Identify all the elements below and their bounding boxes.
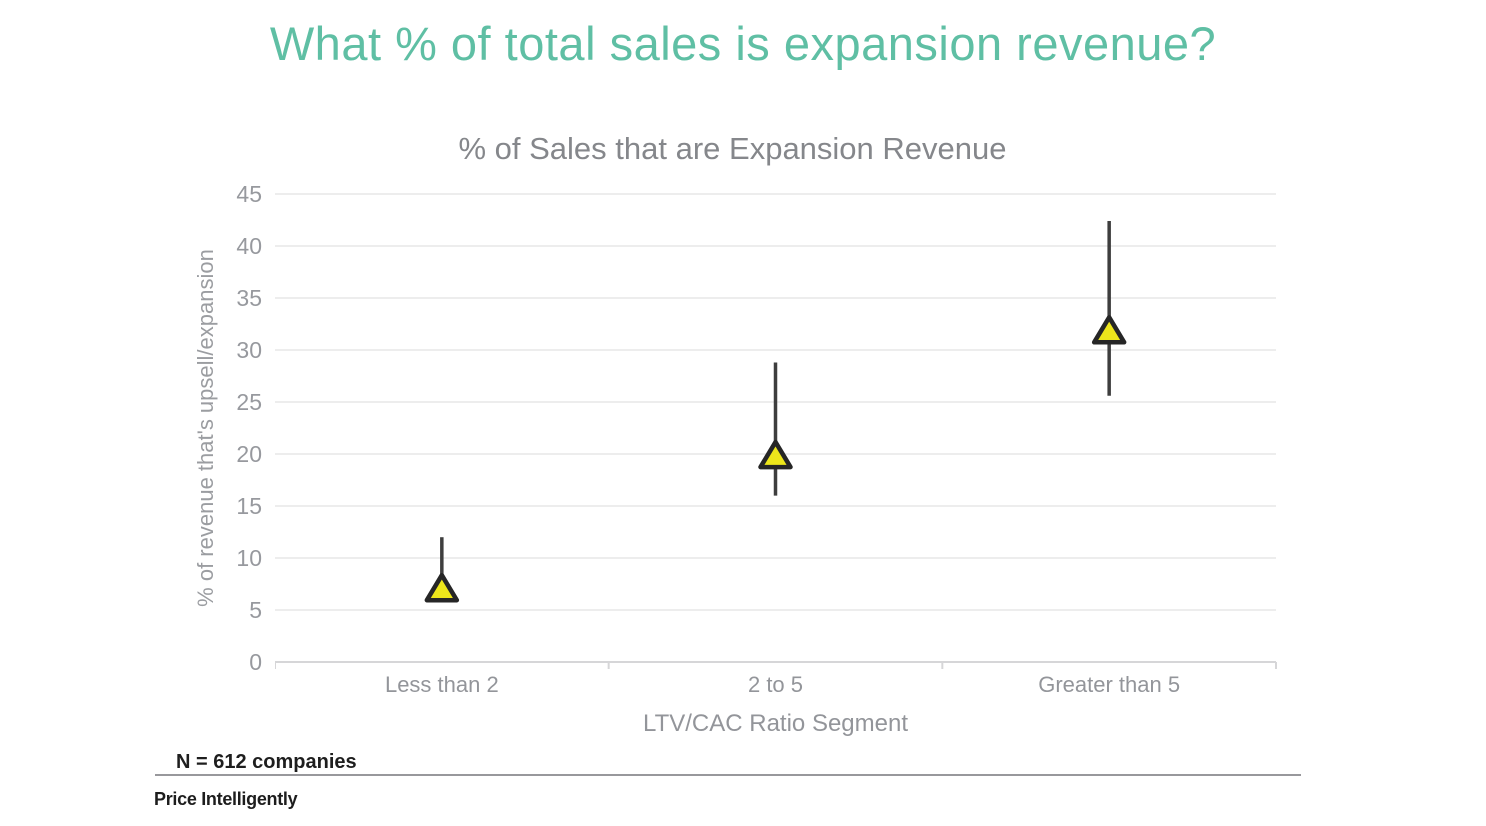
- y-tick-label: 25: [236, 389, 262, 415]
- brand-logo: Price Intelligently: [154, 789, 298, 809]
- sample-size-note: N = 612 companies: [176, 751, 357, 773]
- x-tick-label: Less than 2: [384, 672, 499, 697]
- y-tick-label: 10: [236, 545, 262, 571]
- marker-triangle: [424, 572, 460, 603]
- chart-title: % of Sales that are Expansion Revenue: [458, 131, 1007, 166]
- marker-triangle: [758, 439, 793, 470]
- y-tick-label: 40: [236, 233, 262, 259]
- y-tick-label: 35: [236, 285, 262, 311]
- x-tick-label: Greater than 5: [1038, 672, 1181, 697]
- marker-triangle: [1091, 315, 1127, 345]
- footer-divider: [155, 774, 1301, 776]
- y-tick-label: 0: [249, 649, 262, 675]
- y-tick-label: 45: [236, 181, 262, 207]
- y-tick-label: 20: [236, 441, 262, 467]
- y-tick-label: 30: [236, 337, 262, 363]
- x-axis-title: LTV/CAC Ratio Segment: [643, 710, 908, 737]
- x-tick-label: 2 to 5: [747, 672, 804, 697]
- plot-area: [275, 193, 1277, 669]
- y-tick-label: 15: [236, 493, 262, 519]
- y-tick-label: 5: [249, 597, 262, 623]
- page-title: What % of total sales is expansion reven…: [269, 17, 1217, 70]
